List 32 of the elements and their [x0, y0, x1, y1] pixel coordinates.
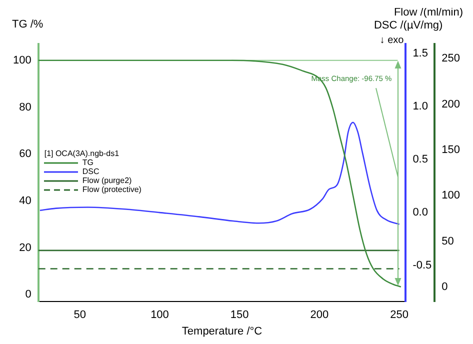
x-tick-label: 250: [390, 309, 408, 322]
y3-tick-label: 150: [442, 144, 460, 156]
legend-label: Flow (protective): [82, 185, 142, 194]
y3-tick-label: 200: [442, 98, 460, 110]
x-tick-label: 50: [74, 309, 86, 322]
y-tick-label: 20: [19, 242, 32, 254]
annotation: ↓ exo: [380, 34, 404, 46]
x-axis-title: Temperature /°C: [182, 325, 262, 338]
y-tick-label: 40: [19, 194, 32, 207]
y-tick-label: 0: [25, 288, 32, 301]
y-tick-label: 80: [19, 101, 32, 114]
y3-tick-label: 0: [442, 281, 448, 294]
y3-tick-label: 250: [442, 52, 460, 65]
y2-tick-label: 1.5: [412, 48, 428, 60]
legend-title: [1] OCA(3A).ngb-ds1: [44, 149, 120, 158]
y2-tick-label: 0.0: [412, 206, 428, 219]
legend-label: TG: [82, 158, 94, 168]
legend-label: Flow (purge2): [82, 176, 132, 186]
y3-tick-label: 50: [442, 235, 454, 248]
y-tick-label: 60: [19, 148, 32, 160]
y-axis-title: TG /%: [12, 18, 44, 31]
y2-tick-label: 0.5: [412, 154, 428, 166]
x-tick-label: 150: [230, 309, 249, 322]
x-tick-label: 200: [310, 309, 329, 322]
legend-label: DSC: [82, 167, 100, 176]
y3-tick-label: 100: [442, 190, 460, 202]
x-tick-label: 100: [150, 309, 169, 322]
y3-axis-title: Flow /(ml/min): [394, 6, 463, 19]
y2-tick-label: -0.5: [412, 260, 432, 272]
y2-axis-title: DSC /(µV/mg): [374, 20, 443, 32]
y-tick-label: 100: [12, 54, 32, 66]
y2-tick-label: 1.0: [412, 100, 428, 113]
